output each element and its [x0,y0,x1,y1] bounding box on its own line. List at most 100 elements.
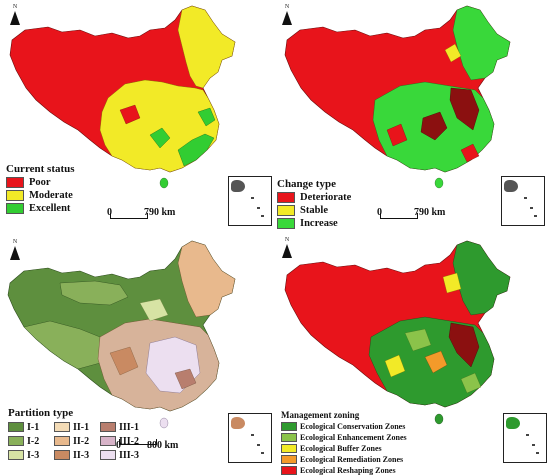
inset-island [251,434,254,436]
north-label: N [12,4,18,10]
legend-item-ii-3: II-3 [54,450,100,461]
map-partition-type [7,240,236,429]
swatch [281,455,297,464]
legend-management-zoning: Management zoning Ecological Conservatio… [281,410,407,476]
north-label: N [12,239,18,245]
north-label: N [284,237,290,243]
map-current-status [9,5,236,189]
legend-item-remediation: Ecological Remediation Zones [281,454,407,465]
scale-zero: 0 [377,207,382,218]
legend-row: I-2 II-2 III-2 [8,434,146,448]
swatch [6,177,24,188]
legend-label: I-1 [27,421,40,433]
inset-island [251,197,254,199]
legend-row: I-3 II-3 III-3 [8,448,146,462]
panel-management-zoning: N Management zoning Ecological Conservat… [275,233,550,475]
legend-item-iii-2: III-2 [100,436,146,447]
swatch [100,436,116,446]
scale-value: 790 km [144,207,176,218]
panel-current-status: N Current status Poor Moderate Excellent… [0,0,275,233]
scale-zero: 0 [116,440,121,451]
legend-change-type: Change type Deteriorate Stable Increase [277,178,351,230]
legend-title: Current status [6,163,75,175]
swatch [8,422,24,432]
panel-partition-type: N Partition type I-1 II-1 III-1 I-2 II-2… [0,233,275,467]
swatch [6,203,24,214]
legend-item-iii-3: III-3 [100,450,146,461]
swatch [6,190,24,201]
swatch [281,444,297,453]
legend-label: Ecological Remediation Zones [300,455,404,464]
legend-label: Increase [300,218,338,229]
legend-current-status: Current status Poor Moderate Excellent [6,163,75,215]
inset-south-china-sea-3 [228,413,272,463]
legend-item-stable: Stable [277,204,351,217]
swatch [281,422,297,431]
legend-label: Stable [300,205,329,216]
swatch [54,422,70,432]
inset-island [257,444,260,446]
inset-island [524,197,527,199]
inset-land [504,180,518,192]
legend-item-excellent: Excellent [6,202,75,215]
inset-land [506,417,520,429]
swatch [277,205,295,216]
legend-label: Excellent [29,203,71,214]
scale-line [119,439,157,445]
legend-label: II-3 [73,449,90,461]
map-change-type [284,5,511,189]
swatch [8,450,24,460]
map-management-zoning [284,240,511,425]
swatch [54,436,70,446]
legend-item-ii-2: II-2 [54,436,100,447]
north-arrow-4: N [280,237,294,258]
legend-item-increase: Increase [277,217,351,230]
legend-item-deteriorate: Deteriorate [277,191,351,204]
inset-island [532,444,535,446]
inset-land [231,180,245,192]
legend-label: III-1 [119,421,140,433]
north-label: N [284,4,290,10]
legend-item-enhancement: Ecological Enhancement Zones [281,432,407,443]
inset-island [257,207,260,209]
swatch [100,450,116,460]
legend-item-ii-1: II-1 [54,422,100,433]
swatch [277,218,295,229]
inset-island [261,215,264,217]
inset-south-china-sea-4 [503,413,547,463]
legend-title: Partition type [8,407,74,419]
legend-label: Ecological Reshaping Zones [300,466,396,475]
inset-south-china-sea-1 [228,176,272,226]
swatch [277,192,295,203]
legend-item-i-3: I-3 [8,450,54,461]
north-arrow-1: N [8,4,22,25]
inset-island [530,207,533,209]
scale-value: 790 km [414,207,446,218]
legend-item-conservation: Ecological Conservation Zones [281,421,407,432]
scale-zero: 0 [107,207,112,218]
legend-label: III-3 [119,449,140,461]
inset-south-china-sea-2 [501,176,545,226]
legend-item-i-2: I-2 [8,436,54,447]
legend-label: II-1 [73,421,90,433]
legend-title: Change type [277,178,336,190]
legend-label: Poor [29,177,51,188]
swatch [54,450,70,460]
inset-island [536,452,539,454]
legend-row: I-1 II-1 III-1 [8,420,146,434]
swatch [281,466,297,475]
legend-label: Ecological Conservation Zones [300,422,406,431]
legend-label: Ecological Buffer Zones [300,444,382,453]
legend-label: Deteriorate [300,192,352,203]
scale-line [110,213,148,219]
north-arrow-3: N [8,239,22,260]
legend-label: Ecological Enhancement Zones [300,433,407,442]
legend-item-iii-1: III-1 [100,422,146,433]
inset-island [526,434,529,436]
north-arrow-2: N [280,4,294,25]
panel-change-type: N Change type Deteriorate Stable Increas… [275,0,550,233]
legend-item-i-1: I-1 [8,422,54,433]
inset-island [261,452,264,454]
legend-label: III-2 [119,435,140,447]
legend-title: Management zoning [281,410,360,420]
